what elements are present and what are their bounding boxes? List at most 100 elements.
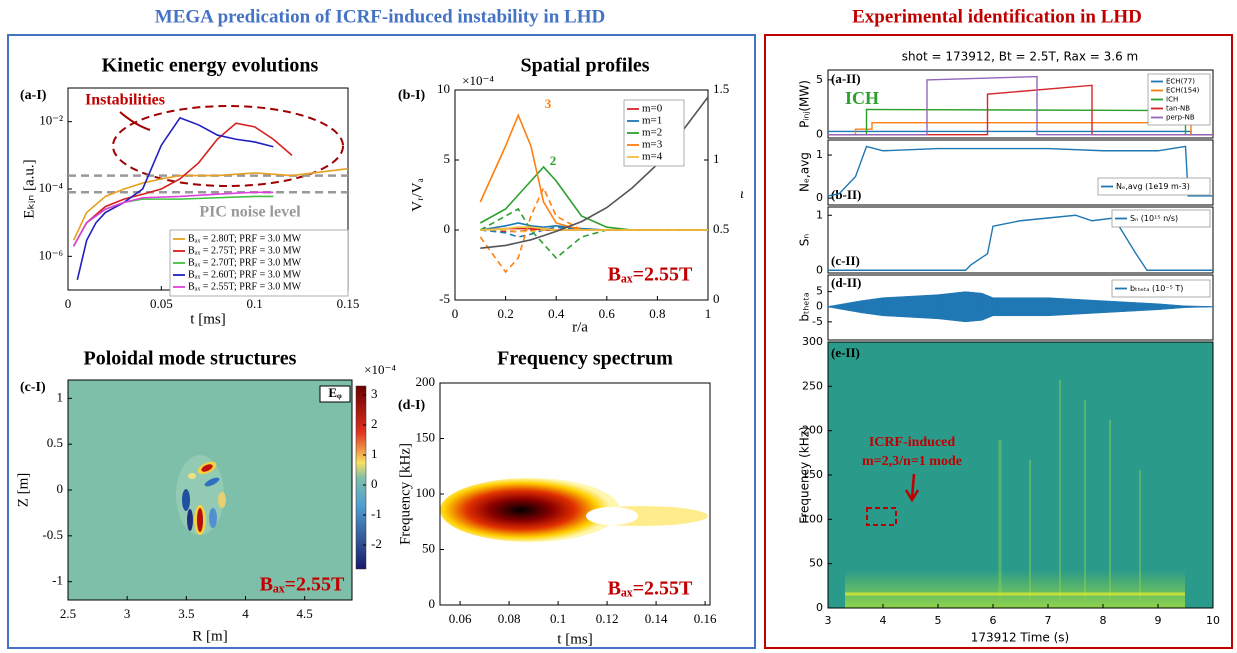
- signal-envelope: [1102, 300, 1159, 314]
- y-tick-label: -1: [52, 573, 63, 588]
- panel-label: (b-II): [831, 187, 861, 202]
- panel-label: (e-II): [831, 345, 860, 360]
- series-line: [72, 167, 349, 241]
- x-tick-label: 4: [880, 614, 887, 627]
- signal-envelope: [882, 294, 939, 320]
- panel-title: Kinetic energy evolutions: [102, 55, 319, 77]
- x-tick-label: 5: [935, 614, 942, 627]
- y-tick-label: 10⁻²: [39, 113, 63, 128]
- y-tick-label: 1: [57, 389, 64, 404]
- legend-box: [1097, 177, 1211, 196]
- y2-tick-label: 0.5: [713, 221, 729, 236]
- signal-envelope: [1047, 297, 1104, 317]
- series-line: [479, 165, 708, 231]
- x-tick-label: 0.06: [449, 611, 472, 626]
- series-line: [827, 145, 1213, 197]
- panel: Spatial profiles (b-I) r/a Vᵣ/Vₐ ι ×10⁻⁴ 3 2 Bₐₓ…: [398, 55, 744, 336]
- x-tick-label: 9: [1155, 614, 1162, 627]
- legend-box: [1111, 209, 1211, 228]
- legend-label: Eᵩ: [328, 385, 342, 400]
- plot-frame: [827, 139, 1214, 206]
- legend-label: m=3: [642, 139, 663, 151]
- y-tick-label: 0: [429, 596, 436, 611]
- x-tick-label: 0.1: [550, 611, 566, 626]
- legend-label: m=0: [642, 103, 663, 115]
- x-tick-label: 0.14: [645, 611, 668, 626]
- y-axis-label: Eₖᵢₙ [a.u.]: [21, 159, 37, 218]
- spectrum-blob: [440, 478, 708, 542]
- y-tick-label: 0: [816, 263, 823, 276]
- panel: Kinetic energy evolutions (a-I) t [ms] Eₖᵢₙ…: [20, 55, 359, 328]
- panel: (c-II) Sₙ 0 1 Sₙ (10¹⁵ n/s): [798, 206, 1214, 276]
- y-tick-label: 200: [802, 424, 823, 437]
- x-tick-label: 8: [1100, 614, 1107, 627]
- signal-envelope: [860, 297, 884, 317]
- series-line: [480, 96, 709, 249]
- series-line: [480, 229, 708, 233]
- y-axis-label: Vᵣ/Vₐ: [409, 178, 425, 211]
- x-tick-label: 7: [1045, 614, 1052, 627]
- annotation: m=2,3/n=1 mode: [862, 454, 962, 469]
- panel: (e-II) 173912 Time (s) Frequency (kHz) ICRF…: [798, 335, 1221, 645]
- y-tick-label: 0: [816, 128, 823, 141]
- y-tick-label: 300: [802, 335, 823, 348]
- legend-label: m=1: [642, 115, 662, 127]
- x-axis-label: t [ms]: [190, 311, 225, 327]
- legend-label: Bₐₓ = 2.75T; PRF = 3.0 MW: [188, 245, 302, 256]
- legend-label: Nₑ,avg (1e19 m-3): [1116, 182, 1190, 191]
- colorbar-tick-label: -1: [371, 506, 382, 521]
- annotation: PIC noise level: [199, 204, 301, 221]
- signal-envelope: [992, 297, 1049, 317]
- y-tick-label: 50: [422, 540, 435, 555]
- y-tick-label: 0: [816, 191, 823, 204]
- panel-label: (a-I): [20, 88, 47, 103]
- legend-label: m=4: [642, 151, 663, 163]
- legend-box: [169, 229, 349, 297]
- annotation: 3: [545, 96, 552, 111]
- y-axis-label: Frequency [kHz]: [397, 443, 413, 545]
- highlight-ellipse: [112, 105, 344, 187]
- panel-title: Poloidal mode structures: [84, 348, 297, 370]
- panel: (d-II) bₜₕₑₜₐ -5 0 5 bₜₕₑₜₐ (10⁻⁵ T): [798, 274, 1214, 341]
- annotation: 2: [550, 153, 557, 168]
- x-axis-label: R [m]: [192, 628, 227, 644]
- panel-title: Spatial profiles: [520, 55, 649, 77]
- legend-label: ECH(154): [1166, 87, 1200, 95]
- y-tick-label: 5: [816, 285, 823, 298]
- x-axis-label: 173912 Time (s): [971, 631, 1069, 645]
- x-axis-label: r/a: [572, 319, 588, 335]
- y-tick-label: 0: [816, 300, 823, 313]
- legend-box: [1111, 279, 1211, 298]
- y-tick-label: 150: [416, 429, 436, 444]
- signal-envelope: [1185, 305, 1214, 308]
- x-tick-label: 4: [242, 606, 249, 621]
- y-tick-label: 150: [802, 468, 823, 481]
- x-tick-label: 0.15: [337, 296, 360, 311]
- series-line: [72, 122, 293, 247]
- annotation: ICH: [845, 88, 879, 108]
- panel-title: shot = 173912, Bt = 2.5T, Rax = 3.6 m: [902, 50, 1139, 64]
- annotation: ICRF-induced: [869, 435, 956, 450]
- colorbar-tick-label: 1: [371, 446, 378, 461]
- x-tick-label: 2.5: [60, 606, 76, 621]
- x-tick-label: 0.08: [498, 611, 521, 626]
- y-axis-label: Nₑ,avg: [798, 152, 812, 192]
- legend-box: [319, 385, 351, 403]
- mode-structure: [176, 455, 226, 535]
- legend-label: tan-NB: [1166, 105, 1190, 113]
- panel: Poloidal mode structures (c-I) R [m] Z [m] ×…: [15, 348, 396, 645]
- colorbar-tick-label: -2: [371, 536, 382, 551]
- panel: (b-II) Nₑ,avg 0 1 Nₑ,avg (1e19 m-3): [798, 139, 1214, 206]
- y-axis-label: Frequency (kHz): [798, 426, 812, 523]
- legend-label: Bₐₓ = 2.55T; PRF = 3.0 MW: [188, 281, 302, 292]
- annotation: Bₐₓ=2.55T: [608, 264, 693, 286]
- plot-frame: [827, 206, 1214, 274]
- series-line: [72, 191, 274, 247]
- arrow: [904, 473, 920, 503]
- legend-label: ICH: [1166, 96, 1178, 104]
- y-tick-label: 5: [444, 151, 451, 166]
- panel-label: (c-I): [20, 380, 46, 395]
- series-line: [828, 75, 1213, 136]
- x-tick-label: 0.8: [649, 306, 665, 321]
- spectrogram-bg: [828, 342, 1213, 608]
